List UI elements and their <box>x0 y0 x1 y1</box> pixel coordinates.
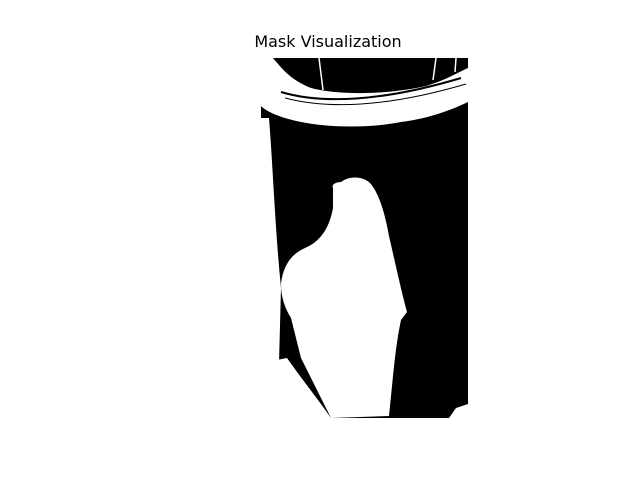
mask-top-band <box>261 58 468 127</box>
mask-bottom-left <box>261 358 331 418</box>
mask-left-edge <box>261 118 281 363</box>
mask-image <box>261 58 468 418</box>
mask-person-silhouette <box>281 177 407 418</box>
figure-title: Mask Visualization <box>254 32 402 51</box>
mask-rail-lines <box>280 77 462 101</box>
mask-bottom-right <box>449 404 468 418</box>
